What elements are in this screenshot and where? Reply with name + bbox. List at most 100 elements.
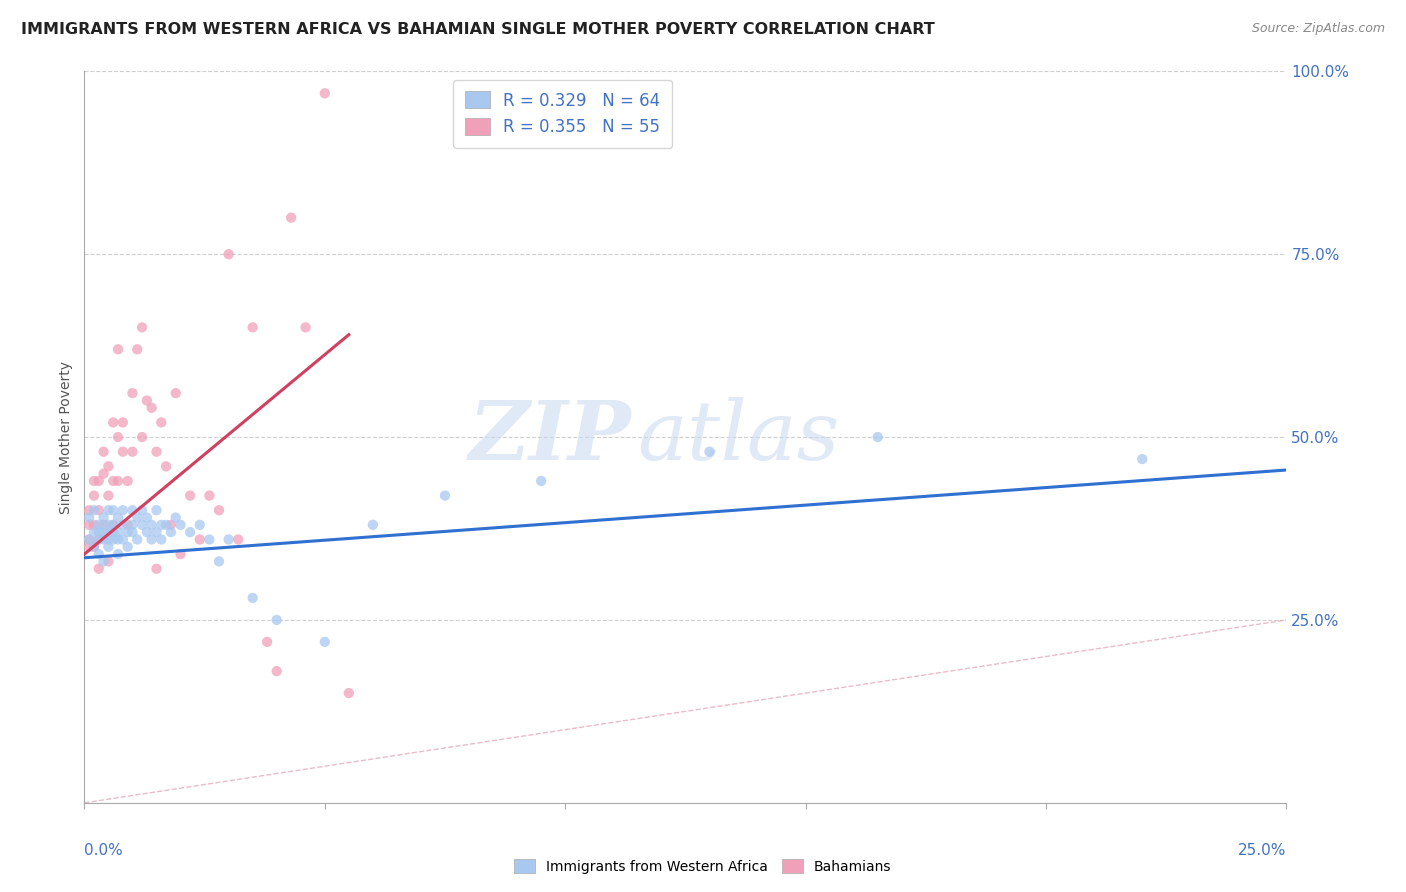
- Point: [93, 525, 115, 540]
- Point: [141, 517, 163, 532]
- Point: [77, 510, 100, 524]
- Point: [97, 533, 120, 547]
- Text: 0.0%: 0.0%: [84, 843, 124, 858]
- Point: [169, 547, 191, 561]
- Point: [107, 510, 129, 524]
- Legend: R = 0.329   N = 64, R = 0.355   N = 55: R = 0.329 N = 64, R = 0.355 N = 55: [453, 79, 672, 148]
- Point: [294, 320, 316, 334]
- Point: [434, 489, 457, 503]
- Point: [530, 474, 553, 488]
- Point: [160, 525, 183, 540]
- Point: [87, 517, 110, 532]
- Point: [111, 444, 134, 458]
- Point: [160, 517, 183, 532]
- Point: [150, 533, 173, 547]
- Text: atlas: atlas: [637, 397, 839, 477]
- Point: [127, 533, 149, 547]
- Point: [83, 489, 105, 503]
- Point: [87, 562, 110, 576]
- Point: [87, 533, 110, 547]
- Point: [699, 444, 721, 458]
- Point: [103, 533, 125, 547]
- Point: [93, 510, 115, 524]
- Point: [83, 517, 105, 532]
- Point: [83, 474, 105, 488]
- Point: [83, 540, 105, 554]
- Point: [266, 613, 288, 627]
- Point: [107, 474, 129, 488]
- Text: 25.0%: 25.0%: [1239, 843, 1286, 858]
- Text: Source: ZipAtlas.com: Source: ZipAtlas.com: [1251, 22, 1385, 36]
- Point: [107, 343, 129, 357]
- Point: [121, 503, 143, 517]
- Point: [77, 503, 100, 517]
- Point: [1130, 452, 1153, 467]
- Point: [135, 393, 157, 408]
- Point: [97, 517, 120, 532]
- Point: [93, 467, 115, 481]
- Point: [93, 554, 115, 568]
- Point: [208, 503, 231, 517]
- Point: [97, 503, 120, 517]
- Point: [103, 474, 125, 488]
- Point: [131, 320, 153, 334]
- Point: [218, 533, 240, 547]
- Point: [145, 562, 167, 576]
- Point: [188, 533, 211, 547]
- Point: [135, 525, 157, 540]
- Point: [866, 430, 889, 444]
- Point: [280, 211, 302, 225]
- Point: [121, 386, 143, 401]
- Point: [107, 533, 129, 547]
- Point: [111, 416, 134, 430]
- Point: [103, 517, 125, 532]
- Point: [218, 247, 240, 261]
- Point: [121, 525, 143, 540]
- Point: [131, 517, 153, 532]
- Y-axis label: Single Mother Poverty: Single Mother Poverty: [59, 360, 73, 514]
- Point: [97, 489, 120, 503]
- Point: [93, 444, 115, 458]
- Point: [314, 635, 336, 649]
- Point: [87, 503, 110, 517]
- Point: [87, 547, 110, 561]
- Point: [121, 444, 143, 458]
- Point: [135, 510, 157, 524]
- Point: [169, 517, 191, 532]
- Point: [93, 517, 115, 532]
- Point: [337, 686, 360, 700]
- Point: [150, 416, 173, 430]
- Point: [117, 540, 139, 554]
- Point: [127, 343, 149, 357]
- Point: [179, 489, 201, 503]
- Text: ZIP: ZIP: [468, 397, 631, 477]
- Point: [145, 503, 167, 517]
- Point: [256, 635, 278, 649]
- Point: [103, 525, 125, 540]
- Point: [107, 547, 129, 561]
- Point: [83, 503, 105, 517]
- Point: [242, 591, 264, 605]
- Point: [361, 517, 384, 532]
- Point: [242, 320, 264, 334]
- Point: [77, 517, 100, 532]
- Point: [155, 517, 177, 532]
- Point: [97, 459, 120, 474]
- Point: [155, 459, 177, 474]
- Point: [93, 533, 115, 547]
- Point: [188, 517, 211, 532]
- Point: [314, 87, 336, 101]
- Point: [77, 540, 100, 554]
- Point: [87, 474, 110, 488]
- Point: [77, 533, 100, 547]
- Point: [111, 517, 134, 532]
- Point: [226, 533, 249, 547]
- Point: [111, 503, 134, 517]
- Text: IMMIGRANTS FROM WESTERN AFRICA VS BAHAMIAN SINGLE MOTHER POVERTY CORRELATION CHA: IMMIGRANTS FROM WESTERN AFRICA VS BAHAMI…: [21, 22, 935, 37]
- Point: [103, 517, 125, 532]
- Point: [165, 510, 187, 524]
- Point: [107, 525, 129, 540]
- Point: [77, 533, 100, 547]
- Point: [179, 525, 201, 540]
- Point: [111, 533, 134, 547]
